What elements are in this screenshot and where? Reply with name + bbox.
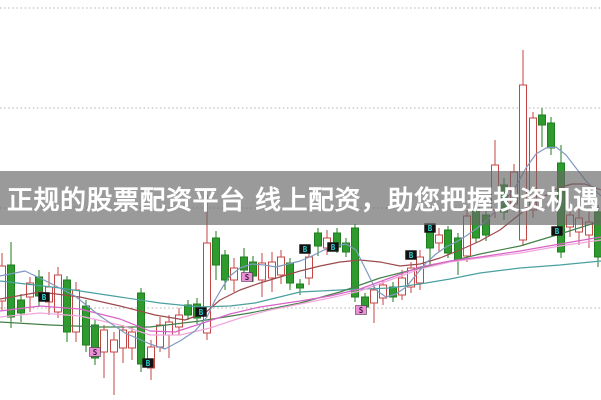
- candlestick-up: [305, 256, 313, 279]
- candlestick-up: [100, 329, 108, 353]
- buy-signal-glyph: B: [303, 245, 308, 254]
- sell-signal-marker: [89, 347, 101, 357]
- candlestick-down: [82, 305, 90, 346]
- candlestick-down: [351, 227, 359, 298]
- buy-signal-glyph: B: [42, 293, 47, 302]
- buy-signal-marker: [142, 358, 154, 368]
- candlestick-down: [184, 304, 192, 316]
- candlestick-up: [435, 234, 443, 244]
- candlestick-down: [538, 114, 546, 126]
- candlestick-up: [268, 261, 276, 279]
- candlestick-up: [519, 84, 527, 241]
- sell-signal-marker: [241, 272, 253, 282]
- buy-signal-marker: [299, 244, 311, 254]
- candlestick-up: [110, 339, 118, 353]
- candlestick-down: [314, 232, 322, 247]
- buy-signal-glyph: B: [428, 224, 433, 233]
- candlestick-up: [379, 284, 387, 299]
- ad-banner: 正规的股票配资平台 线上配资，助您把握投资机遇！: [0, 171, 601, 225]
- candlestick-up: [0, 265, 6, 302]
- sell-signal-marker: [355, 305, 367, 315]
- candlestick-up: [26, 282, 34, 298]
- candlestick-up: [175, 314, 183, 328]
- buy-signal-glyph: B: [199, 308, 204, 317]
- candlestick-up: [203, 242, 211, 334]
- candlestick-up: [230, 267, 238, 281]
- candlestick-up: [156, 324, 164, 348]
- ma-pale-pink: [0, 239, 601, 336]
- buy-signal-glyph: B: [409, 251, 414, 260]
- buy-signal-marker: [195, 307, 207, 317]
- buy-signal-marker: [405, 250, 417, 260]
- sell-signal-glyph: S: [93, 348, 98, 357]
- candlestick-down: [342, 242, 350, 253]
- buy-signal-glyph: B: [555, 227, 560, 236]
- buy-signal-glyph: B: [146, 359, 151, 368]
- sell-signal-glyph: S: [245, 273, 250, 282]
- candlestick-down: [249, 261, 257, 277]
- ma-magenta: [0, 236, 601, 333]
- candlestick-up: [128, 331, 136, 349]
- candlestick-down: [444, 229, 452, 254]
- sell-signal-glyph: S: [359, 306, 364, 315]
- ma-long-teal: [0, 260, 601, 308]
- candlestick-up: [119, 329, 127, 349]
- candlestick-down: [547, 122, 555, 149]
- candlestick-down: [240, 256, 248, 271]
- candlestick-down: [221, 254, 229, 281]
- candlestick-up: [370, 289, 378, 304]
- candlestick-down: [296, 283, 304, 289]
- buy-signal-marker: [327, 242, 339, 252]
- buy-signal-marker: [551, 226, 563, 236]
- buy-signal-marker: [38, 292, 50, 302]
- candlestick-up: [258, 262, 266, 281]
- candlestick-down: [63, 279, 71, 333]
- candlestick-down: [91, 324, 99, 359]
- buy-signal-glyph: B: [331, 243, 336, 252]
- candlestick-down: [7, 264, 15, 318]
- ma-steel-blue: [0, 146, 601, 350]
- candlestick-down: [17, 299, 25, 314]
- ad-banner-text: 正规的股票配资平台 线上配资，助您把握投资机遇！: [7, 185, 601, 216]
- candlestick-up: [147, 346, 155, 369]
- candlestick-down: [212, 237, 220, 266]
